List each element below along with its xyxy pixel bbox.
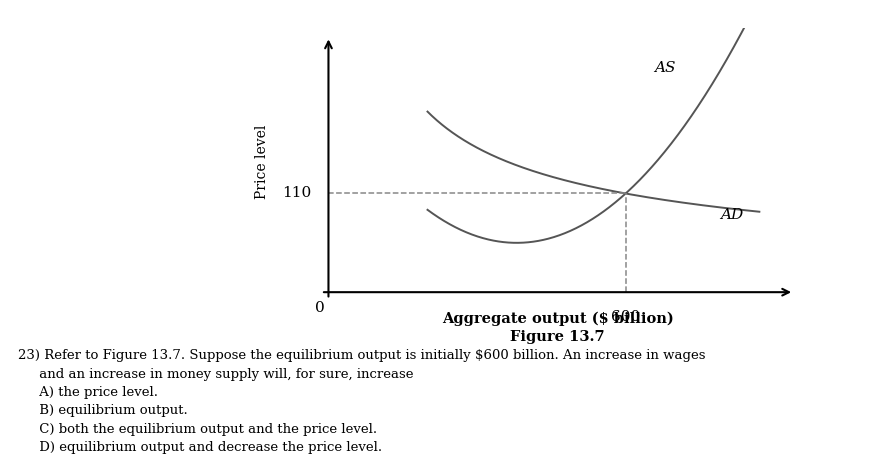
Text: 600: 600 [610,310,639,324]
Text: and an increase in money supply will, for sure, increase: and an increase in money supply will, fo… [18,368,412,381]
Text: Aggregate output ($ billion): Aggregate output ($ billion) [441,312,673,326]
Text: 0: 0 [314,301,324,315]
Text: A) the price level.: A) the price level. [18,386,157,399]
Text: 23) Refer to Figure 13.7. Suppose the equilibrium output is initially $600 billi: 23) Refer to Figure 13.7. Suppose the eq… [18,349,704,362]
Text: Figure 13.7: Figure 13.7 [510,330,604,344]
Text: C) both the equilibrium output and the price level.: C) both the equilibrium output and the p… [18,423,376,436]
Text: D) equilibrium output and decrease the price level.: D) equilibrium output and decrease the p… [18,441,381,454]
Text: B) equilibrium output.: B) equilibrium output. [18,404,187,417]
Text: AS: AS [653,62,675,75]
Text: AD: AD [719,207,742,222]
Text: 110: 110 [282,186,310,201]
Text: Price level: Price level [254,125,268,199]
